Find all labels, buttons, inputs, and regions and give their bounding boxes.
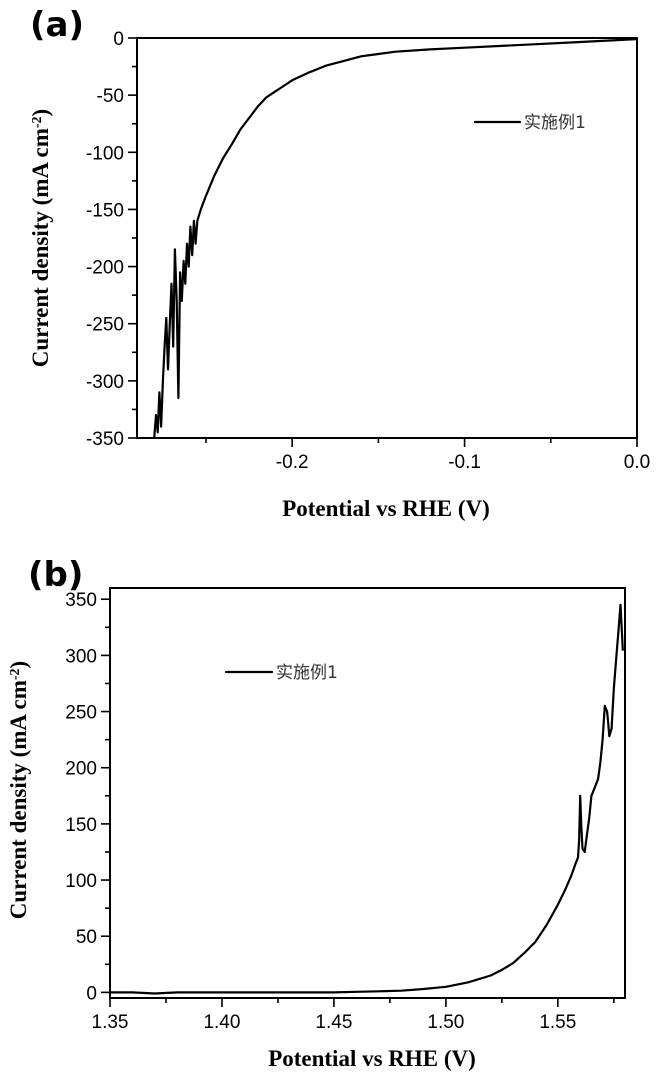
y-tick-label-b: 200: [65, 759, 97, 780]
panel-label-a: (a): [30, 5, 84, 45]
x-tick-label-b: 1.55: [539, 1012, 576, 1033]
y-tick-label-a: -300: [86, 372, 124, 393]
y-axis-title-b-end: ): [6, 661, 31, 669]
y-tick-label-b: 150: [65, 815, 97, 836]
series-a: [154, 39, 637, 438]
y-tick-label-a: 0: [113, 29, 124, 50]
y-tick-label-a: -250: [86, 315, 124, 336]
y-tick-label-a: -150: [86, 200, 124, 221]
x-tick-label-a: -0.2: [276, 452, 309, 473]
panel-label-b: (b): [28, 555, 83, 595]
y-axis-title-a-main: Current density (mA cm: [28, 128, 53, 367]
legend-label-a: 实施例1: [524, 113, 586, 133]
y-tick-label-b: 100: [65, 871, 97, 892]
x-tick-label-b: 1.35: [92, 1012, 129, 1033]
y-tick-label-a: -350: [86, 429, 124, 450]
x-axis-title-b: Potential vs RHE (V): [268, 1046, 476, 1071]
x-tick-label-b: 1.45: [315, 1012, 352, 1033]
series-line-a-0: [154, 39, 637, 438]
plot-area-b: [110, 588, 625, 998]
y-tick-label-a: -50: [97, 86, 124, 107]
x-tick-label-b: 1.40: [203, 1012, 240, 1033]
legend-b: 实施例1: [226, 663, 338, 683]
y-axis-title-a: Current density (mA cm-2): [28, 109, 53, 367]
plot-frame-a: [137, 38, 637, 438]
x-tick-label-b: 1.50: [427, 1012, 464, 1033]
y-tick-label-b: 50: [76, 927, 97, 948]
axis-ticks-a: -0.2 -0.1 0.0 0 -50 -100 -150 -200 -250 -300 -350: [86, 29, 650, 473]
y-tick-label-a: -100: [86, 143, 124, 164]
x-axis-title-a: Potential vs RHE (V): [282, 496, 490, 521]
axis-ticks-b: 1.35 1.40 1.45 1.50 1.55 0 50 100 150 200 250 300 35…: [65, 590, 614, 1033]
y-tick-label-b: 0: [86, 983, 97, 1004]
series-b: [110, 605, 623, 994]
chart-a: (a) -0.2-0.10.00-50-100-150-200-250-300-…: [0, 0, 660, 540]
y-axis-title-a-sup: -2: [30, 116, 45, 128]
y-axis-title-a-end: ): [28, 109, 53, 117]
plot-area-a: [137, 38, 637, 438]
series-line-b-0: [110, 605, 623, 994]
y-axis-title-b-main: Current density (mA cm: [6, 680, 31, 919]
x-tick-label-a: 0.0: [624, 452, 650, 473]
y-axis-title-b: Current density (mA cm-2): [6, 661, 31, 919]
y-axis-title-b-sup: -2: [8, 668, 23, 680]
y-tick-label-b: 250: [65, 703, 97, 724]
chart-b: (b) 1.35 1.40 1.45 1.50 1.55 0 50 100 150 200 250 3…: [0, 540, 660, 1090]
legend-a: 实施例1: [475, 113, 586, 133]
x-tick-label-a: -0.1: [448, 452, 481, 473]
plot-frame-b: [110, 588, 625, 998]
y-tick-label-b: 350: [65, 590, 97, 611]
y-tick-label-a: -200: [86, 258, 124, 279]
y-tick-label-b: 300: [65, 646, 97, 667]
legend-label-b: 实施例1: [276, 663, 338, 683]
